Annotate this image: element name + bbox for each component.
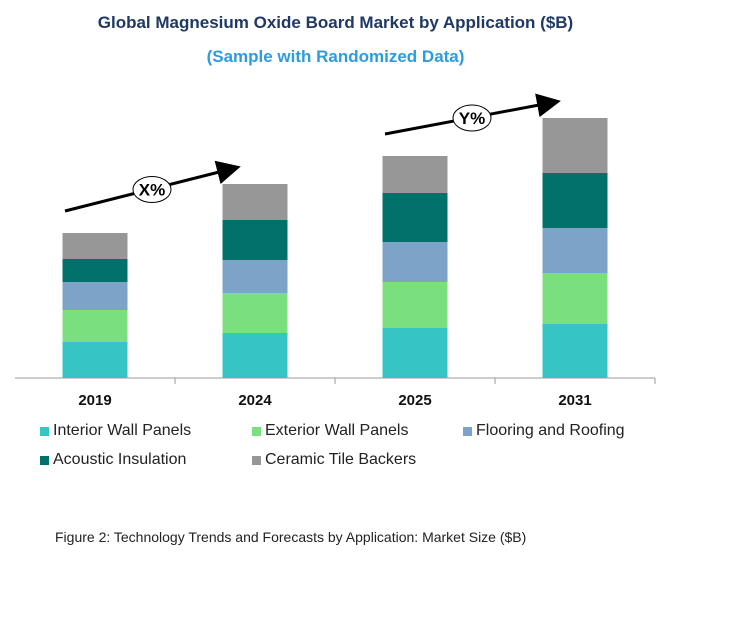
legend-label: Interior Wall Panels: [53, 422, 192, 439]
bar-segment-interior-wall-panels-2024: [222, 333, 288, 378]
bar-segment-acoustic-insulation-2025: [382, 193, 448, 242]
legend-swatch: [463, 426, 472, 436]
legend-swatch: [40, 426, 49, 436]
bar-segment-ceramic-tile-backers-2019: [62, 233, 128, 259]
legend-swatch: [252, 455, 261, 465]
bar-segment-exterior-wall-panels-2019: [62, 310, 128, 342]
legend-item: Exterior Wall Panels: [252, 422, 408, 440]
bar-segment-ceramic-tile-backers-2031: [542, 118, 608, 173]
bar-segment-interior-wall-panels-2031: [542, 324, 608, 378]
chart-subtitle: (Sample with Randomized Data): [206, 47, 465, 66]
legend-label: Ceramic Tile Backers: [265, 451, 417, 468]
growth-label: X%: [139, 181, 165, 200]
chart-title: Global Magnesium Oxide Board Market by A…: [97, 13, 574, 32]
bar-segment-interior-wall-panels-2019: [62, 342, 128, 378]
x-tick-label: 2031: [558, 392, 591, 409]
x-tick-label: 2024: [238, 392, 272, 409]
bar-segment-exterior-wall-panels-2031: [542, 273, 608, 324]
bar-segment-acoustic-insulation-2019: [62, 259, 128, 282]
legend-label: Acoustic Insulation: [53, 451, 187, 468]
bar-segment-acoustic-insulation-2031: [542, 173, 608, 228]
bar-segment-acoustic-insulation-2024: [222, 220, 288, 260]
legend-item: Ceramic Tile Backers: [252, 451, 416, 469]
bar-segment-flooring-and-roofing-2025: [382, 242, 448, 282]
legend-swatch: [252, 426, 261, 436]
figure-caption: Figure 2: Technology Trends and Forecast…: [55, 529, 527, 545]
legend-item: Flooring and Roofing: [463, 422, 625, 440]
bar-segment-exterior-wall-panels-2025: [382, 282, 448, 328]
bar-segment-ceramic-tile-backers-2024: [222, 184, 288, 220]
legend-swatch: [40, 455, 49, 465]
bar-segment-exterior-wall-panels-2024: [222, 293, 288, 333]
bar-segment-flooring-and-roofing-2024: [222, 260, 288, 293]
legend-item: Acoustic Insulation: [40, 451, 186, 469]
bar-segment-flooring-and-roofing-2031: [542, 228, 608, 273]
x-tick-label: 2019: [78, 392, 111, 409]
legend-label: Flooring and Roofing: [476, 422, 625, 439]
legend-item: Interior Wall Panels: [40, 422, 191, 440]
bar-segment-interior-wall-panels-2025: [382, 328, 448, 378]
growth-label-ellipse: [452, 104, 492, 132]
growth-label: Y%: [459, 109, 485, 128]
legend-label: Exterior Wall Panels: [265, 422, 409, 439]
bar-segment-ceramic-tile-backers-2025: [382, 156, 448, 193]
bar-segment-flooring-and-roofing-2019: [62, 282, 128, 310]
x-tick-label: 2025: [398, 392, 431, 409]
growth-label-ellipse: [132, 176, 172, 203]
